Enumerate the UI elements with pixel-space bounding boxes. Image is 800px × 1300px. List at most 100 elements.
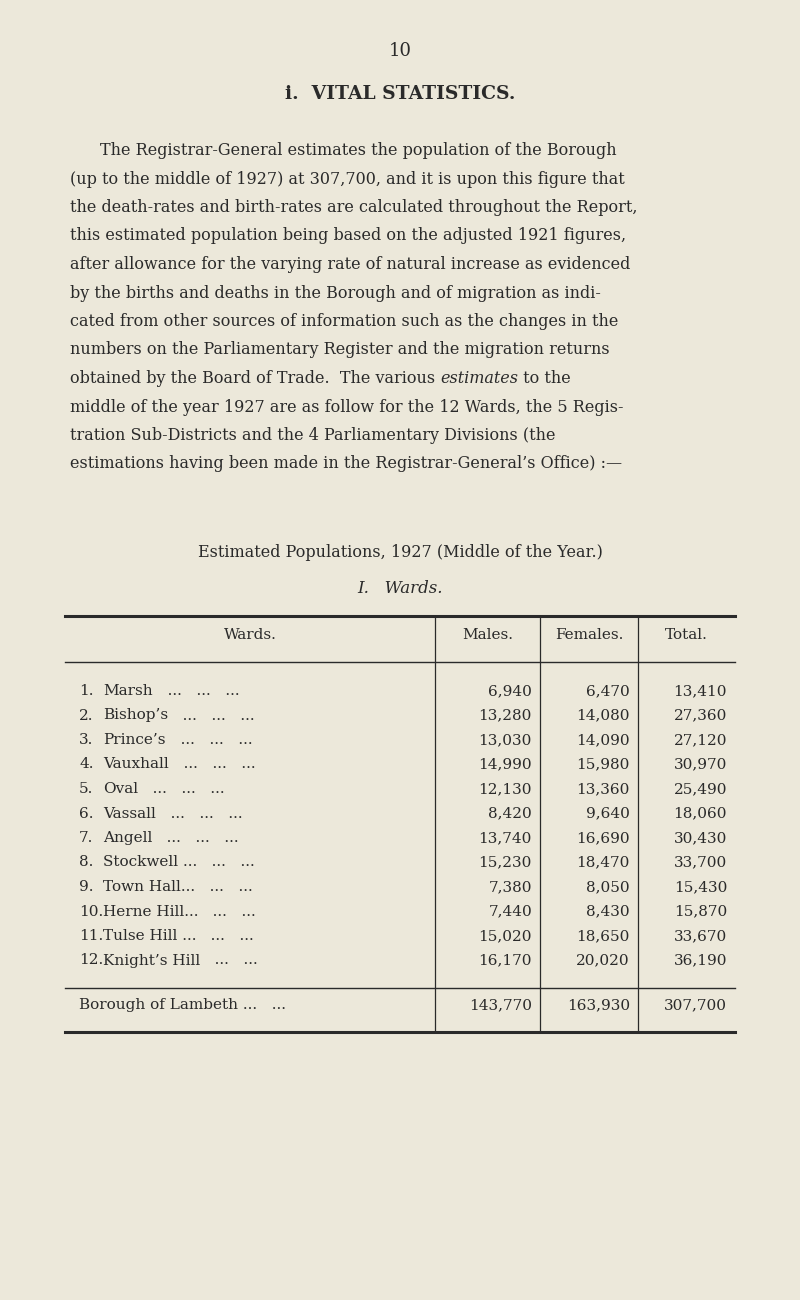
Text: ...   ...   ...: ... ... ... — [138, 783, 225, 796]
Text: 36,190: 36,190 — [674, 953, 727, 967]
Text: I.   Wards.: I. Wards. — [358, 580, 442, 597]
Text: ...   ...   ...: ... ... ... — [166, 733, 252, 748]
Text: this estimated population being based on the adjusted 1921 figures,: this estimated population being based on… — [70, 227, 626, 244]
Text: Knight’s Hill: Knight’s Hill — [103, 953, 200, 967]
Text: 33,670: 33,670 — [674, 930, 727, 942]
Text: ...   ...: ... ... — [198, 855, 255, 870]
Text: Females.: Females. — [555, 628, 623, 642]
Text: Vauxhall: Vauxhall — [103, 758, 169, 771]
Text: 7,440: 7,440 — [488, 905, 532, 919]
Text: i.  VITAL STATISTICS.: i. VITAL STATISTICS. — [285, 84, 515, 103]
Text: cated from other sources of information such as the changes in the: cated from other sources of information … — [70, 313, 618, 330]
Text: 9.: 9. — [79, 880, 94, 894]
Text: Males.: Males. — [462, 628, 513, 642]
Text: 27,120: 27,120 — [674, 733, 727, 748]
Text: 25,490: 25,490 — [674, 783, 727, 796]
Text: 163,930: 163,930 — [567, 998, 630, 1011]
Text: the death-rates and birth-rates are calculated throughout the Report,: the death-rates and birth-rates are calc… — [70, 199, 638, 216]
Text: Total.: Total. — [665, 628, 708, 642]
Text: 11.: 11. — [79, 930, 103, 942]
Text: 143,770: 143,770 — [469, 998, 532, 1011]
Text: by the births and deaths in the Borough and of migration as indi-: by the births and deaths in the Borough … — [70, 285, 601, 302]
Text: Prince’s: Prince’s — [103, 733, 166, 748]
Text: Oval: Oval — [103, 783, 138, 796]
Text: tration Sub-Districts and the 4 Parliamentary Divisions (the: tration Sub-Districts and the 4 Parliame… — [70, 426, 555, 445]
Text: estimates: estimates — [440, 370, 518, 387]
Text: ...   ...   ...: ... ... ... — [168, 708, 254, 723]
Text: Bishop’s: Bishop’s — [103, 708, 168, 723]
Text: ...   ...: ... ... — [197, 930, 254, 942]
Text: Tulse Hill ...: Tulse Hill ... — [103, 930, 197, 942]
Text: 4.: 4. — [79, 758, 94, 771]
Text: 20,020: 20,020 — [576, 953, 630, 967]
Text: Stockwell ...: Stockwell ... — [103, 855, 198, 870]
Text: Marsh: Marsh — [103, 684, 153, 698]
Text: ...   ...   ...: ... ... ... — [153, 684, 239, 698]
Text: 15,430: 15,430 — [674, 880, 727, 894]
Text: 9,640: 9,640 — [586, 806, 630, 820]
Text: Stockwell ...: Stockwell ... — [103, 855, 198, 870]
Text: Vassall: Vassall — [103, 806, 156, 820]
Text: 5.: 5. — [79, 783, 94, 796]
Text: Herne Hill...: Herne Hill... — [103, 905, 198, 919]
Text: numbers on the Parliamentary Register and the migration returns: numbers on the Parliamentary Register an… — [70, 342, 610, 359]
Text: 30,430: 30,430 — [674, 831, 727, 845]
Text: ...   ...: ... ... — [200, 953, 258, 967]
Text: 6,470: 6,470 — [586, 684, 630, 698]
Text: Estimated Populations, 1927 (Middle of the Year.): Estimated Populations, 1927 (Middle of t… — [198, 543, 602, 562]
Text: 15,980: 15,980 — [577, 758, 630, 771]
Text: Vauxhall: Vauxhall — [103, 758, 169, 771]
Text: ...   ...: ... ... — [195, 880, 253, 894]
Text: 15,020: 15,020 — [478, 930, 532, 942]
Text: 7,380: 7,380 — [489, 880, 532, 894]
Text: 307,700: 307,700 — [664, 998, 727, 1011]
Text: ...   ...   ...: ... ... ... — [156, 806, 242, 820]
Text: 1.: 1. — [79, 684, 94, 698]
Text: Tulse Hill ...: Tulse Hill ... — [103, 930, 197, 942]
Text: 8,050: 8,050 — [586, 880, 630, 894]
Text: 16,170: 16,170 — [478, 953, 532, 967]
Text: 10: 10 — [389, 42, 411, 60]
Text: 2.: 2. — [79, 708, 94, 723]
Text: Angell: Angell — [103, 831, 152, 845]
Text: Bishop’s: Bishop’s — [103, 708, 168, 723]
Text: Marsh: Marsh — [103, 684, 153, 698]
Text: 33,700: 33,700 — [674, 855, 727, 870]
Text: ...   ...   ...: ... ... ... — [169, 758, 255, 771]
Text: after allowance for the varying rate of natural increase as evidenced: after allowance for the varying rate of … — [70, 256, 630, 273]
Text: 13,030: 13,030 — [478, 733, 532, 748]
Text: 8,430: 8,430 — [586, 905, 630, 919]
Text: 7.: 7. — [79, 831, 94, 845]
Text: ...   ...   ...: ... ... ... — [152, 831, 239, 845]
Text: 16,690: 16,690 — [576, 831, 630, 845]
Text: 14,990: 14,990 — [478, 758, 532, 771]
Text: 13,740: 13,740 — [478, 831, 532, 845]
Text: Prince’s: Prince’s — [103, 733, 166, 748]
Text: Town Hall...: Town Hall... — [103, 880, 195, 894]
Text: 15,870: 15,870 — [674, 905, 727, 919]
Text: 6.: 6. — [79, 806, 94, 820]
Text: Borough of Lambeth ...   ...: Borough of Lambeth ... ... — [79, 998, 286, 1011]
Text: Vassall: Vassall — [103, 806, 156, 820]
Text: 8.: 8. — [79, 855, 94, 870]
Text: Herne Hill...: Herne Hill... — [103, 905, 198, 919]
Text: Oval: Oval — [103, 783, 138, 796]
Text: estimations having been made in the Registrar-General’s Office) :—: estimations having been made in the Regi… — [70, 455, 622, 472]
Text: 13,360: 13,360 — [577, 783, 630, 796]
Text: 6,940: 6,940 — [488, 684, 532, 698]
Text: 15,230: 15,230 — [478, 855, 532, 870]
Text: middle of the year 1927 are as follow for the 12 Wards, the 5 Regis-: middle of the year 1927 are as follow fo… — [70, 399, 623, 416]
Text: obtained by the Board of Trade.  The various: obtained by the Board of Trade. The vari… — [70, 370, 440, 387]
Text: The Registrar-General estimates the population of the Borough: The Registrar-General estimates the popu… — [100, 142, 617, 159]
Text: 13,410: 13,410 — [674, 684, 727, 698]
Text: 3.: 3. — [79, 733, 94, 748]
Text: 14,080: 14,080 — [577, 708, 630, 723]
Text: 10.: 10. — [79, 905, 103, 919]
Text: Town Hall...: Town Hall... — [103, 880, 195, 894]
Text: 13,280: 13,280 — [478, 708, 532, 723]
Text: 18,650: 18,650 — [577, 930, 630, 942]
Text: 18,060: 18,060 — [674, 806, 727, 820]
Text: 8,420: 8,420 — [488, 806, 532, 820]
Text: 14,090: 14,090 — [576, 733, 630, 748]
Text: 27,360: 27,360 — [674, 708, 727, 723]
